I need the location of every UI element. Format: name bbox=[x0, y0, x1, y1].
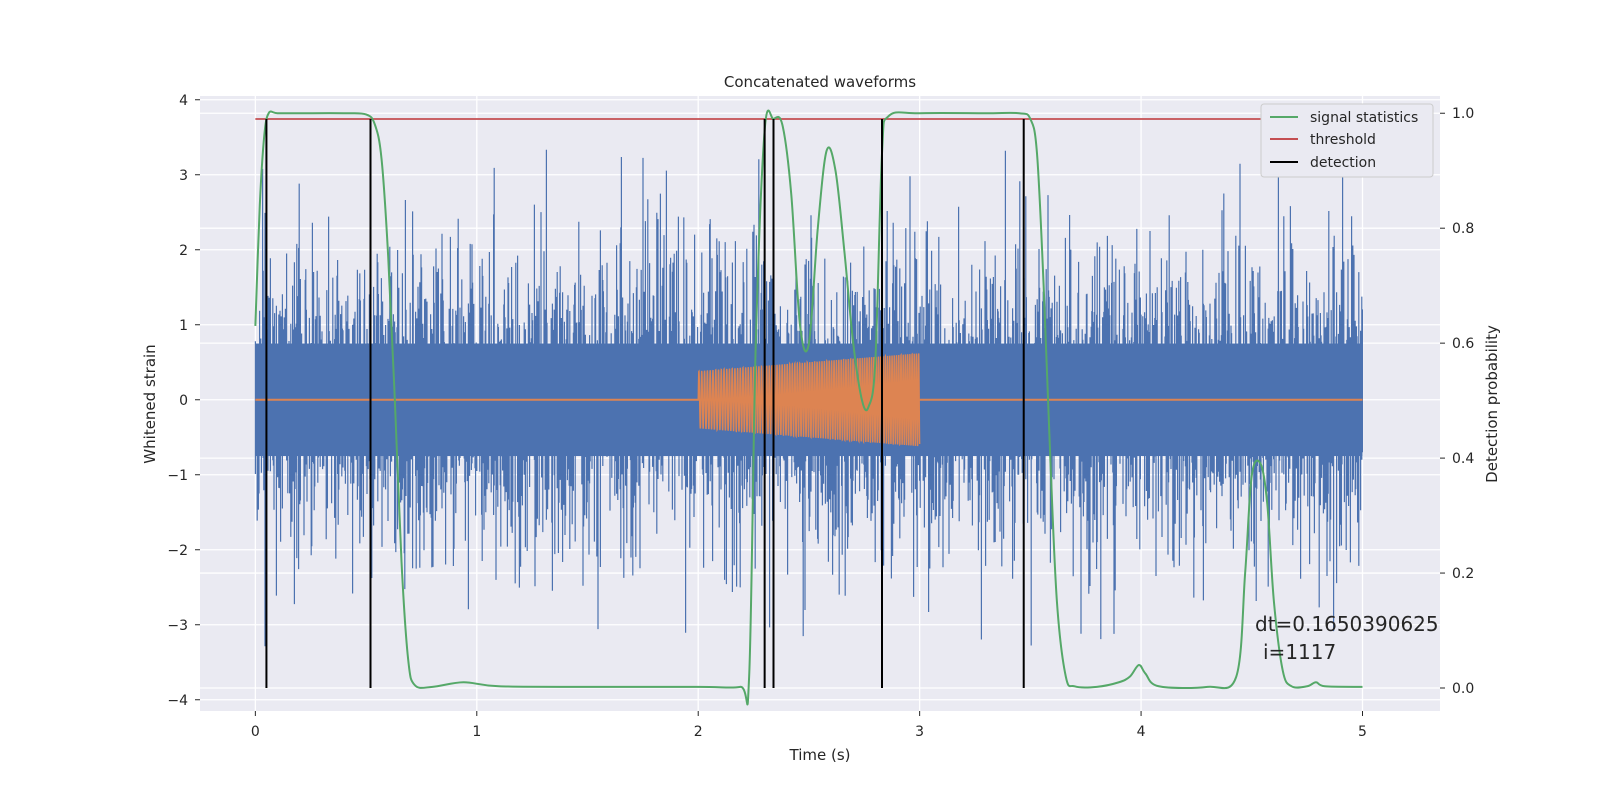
tick-labels: 0 1 2 3 4 5 −4 −3 −2 −1 0 1 2 3 4 0.0 0.2 0.4 0.6 0.8 1.0 bbox=[167, 93, 1474, 740]
x-axis-label: Time (s) bbox=[789, 746, 851, 764]
legend: signal statistics threshold detection bbox=[1260, 103, 1434, 178]
x-tick-label: 2 bbox=[694, 724, 703, 740]
chart-title: Concatenated waveforms bbox=[724, 73, 916, 91]
y-tick-label: 4 bbox=[179, 93, 188, 109]
y-tick-label: −3 bbox=[167, 618, 188, 634]
right-axis-series bbox=[254, 109, 1363, 706]
annotation-dt: dt=0.1650390625 bbox=[1255, 612, 1439, 636]
x-tick-label: 4 bbox=[1137, 724, 1146, 740]
y-right-tick-label: 0.0 bbox=[1452, 681, 1474, 697]
y-tick-label: 2 bbox=[179, 243, 188, 259]
y-tick-label: 0 bbox=[179, 393, 188, 409]
y-tick-label: −1 bbox=[167, 468, 188, 484]
y-axis-right-label: Detection probability bbox=[1483, 325, 1501, 483]
legend-label-threshold: threshold bbox=[1310, 132, 1376, 148]
legend-box bbox=[1260, 103, 1434, 178]
legend-label-detection: detection bbox=[1310, 155, 1376, 171]
y-tick-label: −4 bbox=[167, 693, 188, 709]
y-right-tick-label: 0.2 bbox=[1452, 566, 1474, 582]
x-tick-label: 1 bbox=[472, 724, 481, 740]
y-right-tick-label: 0.4 bbox=[1452, 451, 1474, 467]
y-right-tick-label: 1.0 bbox=[1452, 106, 1474, 122]
y-axis-label: Whitened strain bbox=[141, 344, 159, 463]
y-tick-label: −2 bbox=[167, 543, 188, 559]
x-tick-label: 5 bbox=[1358, 724, 1367, 740]
legend-label-signal-statistics: signal statistics bbox=[1310, 110, 1418, 126]
y-tick-label: 3 bbox=[179, 168, 188, 184]
x-tick-label: 3 bbox=[915, 724, 924, 740]
y-right-tick-label: 0.6 bbox=[1452, 336, 1474, 352]
annotation-i: i=1117 bbox=[1263, 640, 1336, 664]
signal-statistics-line bbox=[254, 109, 1363, 706]
y-right-tick-label: 0.8 bbox=[1452, 221, 1474, 237]
y-tick-label: 1 bbox=[179, 318, 188, 334]
x-tick-label: 0 bbox=[251, 724, 260, 740]
